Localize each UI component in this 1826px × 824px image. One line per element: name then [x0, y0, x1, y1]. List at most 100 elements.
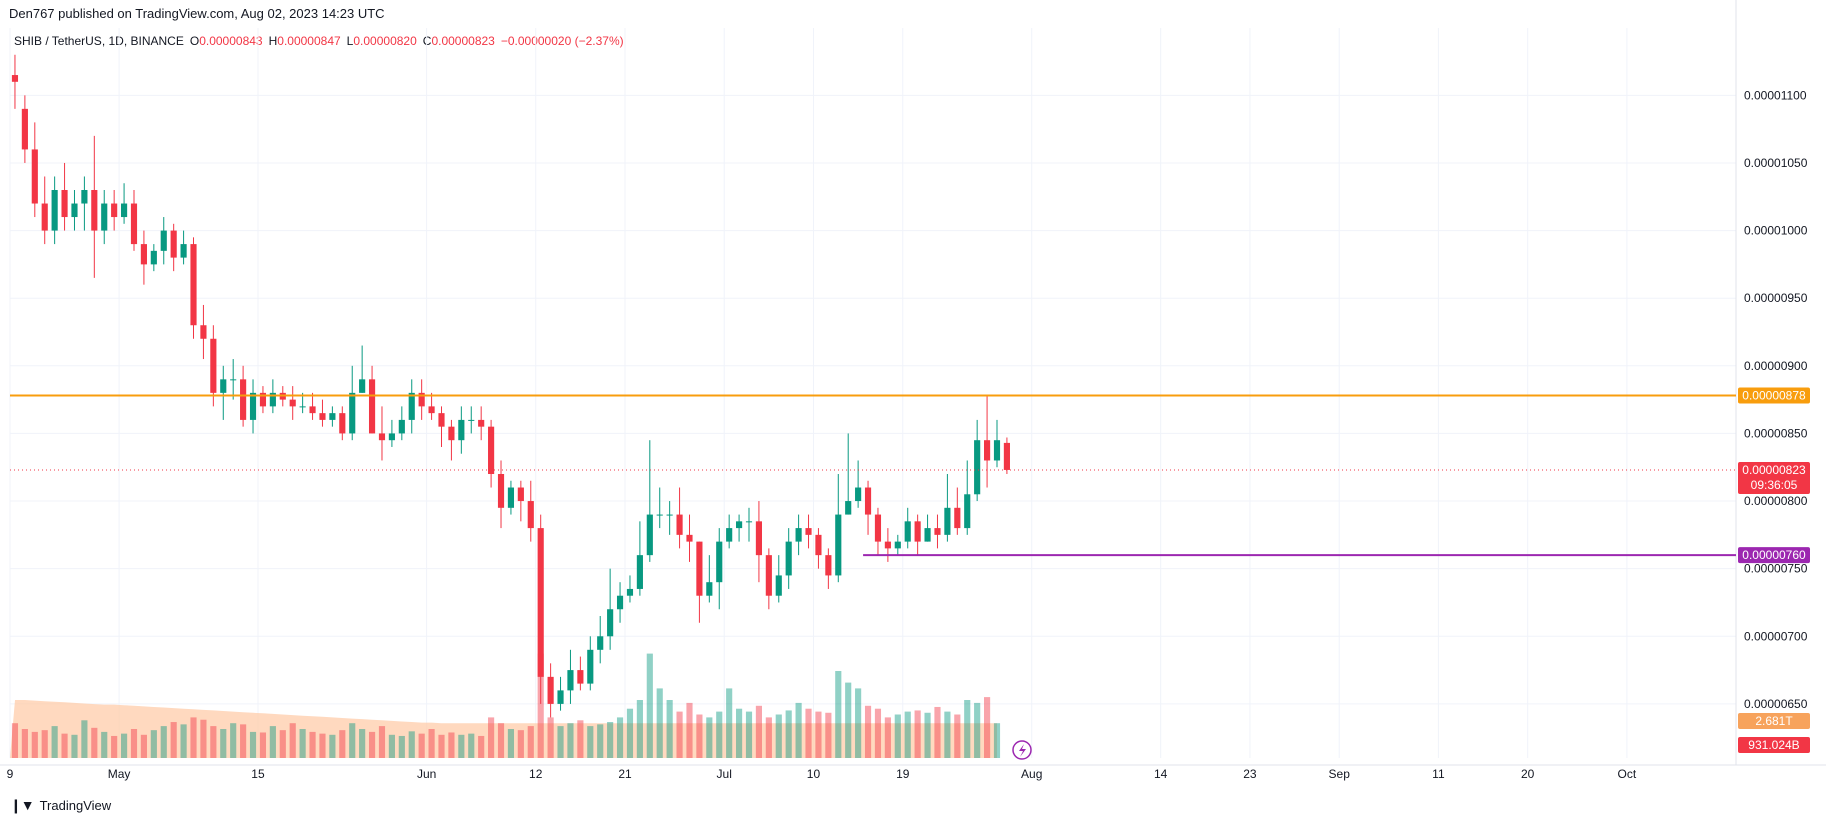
volume-bar — [378, 726, 386, 758]
volume-bar — [299, 729, 306, 758]
volume-tag-last-bg — [1738, 737, 1810, 753]
candle-body — [289, 399, 296, 407]
volume-bar — [904, 711, 911, 758]
countdown-tag: 09:36:05 — [1751, 478, 1798, 492]
time-tick-label: Sep — [1329, 767, 1351, 781]
volume-bar — [329, 734, 336, 758]
candle-body — [815, 534, 822, 556]
candle-body — [378, 433, 386, 441]
volume-bar — [21, 729, 28, 758]
volume-bar — [269, 726, 276, 758]
volume-bar — [41, 730, 48, 758]
price-tick-label: 0.00001000 — [1744, 224, 1808, 238]
volume-bar — [944, 711, 951, 758]
candle-body — [924, 528, 931, 542]
candle-body — [359, 379, 366, 393]
candle-body — [884, 541, 891, 549]
candle-body — [686, 534, 693, 542]
candle-body — [646, 514, 653, 556]
candle-body — [388, 433, 395, 441]
volume-bar — [220, 729, 227, 758]
candle-body — [398, 419, 405, 434]
volume-layer — [10, 653, 1001, 758]
volume-bar — [309, 731, 316, 758]
volume-bar — [795, 702, 802, 758]
volume-bar — [736, 708, 743, 758]
time-tick-label: 14 — [1154, 767, 1168, 781]
volume-bar — [359, 729, 366, 758]
volume-bar — [101, 731, 108, 758]
candle-body — [259, 392, 267, 407]
candle-body — [11, 75, 19, 82]
volume-bar — [289, 723, 296, 758]
volume-bar — [91, 727, 98, 758]
candle-body — [597, 636, 604, 650]
candle-body — [765, 555, 772, 596]
candle-body — [120, 203, 128, 218]
volume-tag-ma: 2.681T — [1755, 714, 1793, 728]
volume-bar — [845, 682, 852, 758]
price-tick-label: 0.00001050 — [1744, 156, 1808, 170]
volume-bar — [924, 712, 931, 758]
volume-bar — [478, 735, 485, 758]
volume-bar — [120, 733, 128, 758]
volume-bar — [398, 735, 405, 758]
candle-body — [210, 338, 217, 393]
volume-bar — [914, 710, 921, 758]
candle-body — [696, 541, 703, 596]
volume-bar — [874, 708, 882, 758]
flash-icon[interactable] — [1012, 740, 1032, 760]
volume-bar — [160, 726, 167, 758]
price-tick-label: 0.00000800 — [1744, 494, 1808, 508]
volume-bar — [934, 706, 941, 758]
volume-bar — [111, 735, 118, 758]
candle-body — [656, 514, 663, 516]
symbol-label[interactable]: SHIB / TetherUS, 1D, BINANCE — [14, 34, 184, 48]
time-tick-label: 19 — [896, 767, 910, 781]
volume-bar — [140, 734, 147, 758]
volume-bar — [448, 732, 455, 758]
volume-bar — [964, 700, 971, 758]
volume-bar — [468, 733, 475, 758]
high-value: H0.00000847 — [268, 34, 341, 48]
candle-body — [71, 203, 78, 218]
time-tick-label: 20 — [1521, 767, 1535, 781]
candle-body — [676, 514, 683, 535]
ohlc-legend: SHIB / TetherUS, 1D, BINANCE O0.00000843… — [14, 34, 624, 48]
candle-body — [755, 521, 763, 556]
tradingview-logo-icon[interactable]: ❙▼ — [10, 797, 35, 813]
candle-body — [130, 203, 138, 245]
candle-body — [974, 440, 981, 495]
volume-bar — [130, 729, 138, 758]
grid — [0, 0, 1826, 766]
candle-body — [993, 440, 1001, 461]
candle-body — [835, 514, 842, 576]
candle-body — [180, 244, 187, 258]
volume-bar — [636, 700, 643, 758]
candle-body — [140, 244, 147, 265]
time-tick-label: 15 — [251, 767, 265, 781]
candle-body — [825, 555, 832, 576]
candle-layer — [11, 54, 1010, 718]
volume-bar — [577, 720, 584, 758]
volume-bar — [537, 653, 544, 758]
candle-body — [448, 426, 455, 441]
volume-bar — [507, 729, 515, 758]
volume-bar — [240, 724, 247, 758]
volume-bar — [319, 733, 326, 758]
time-tick-label: 23 — [1243, 767, 1257, 781]
candle-body — [269, 392, 276, 407]
volume-bar — [210, 726, 217, 758]
time-tick-label: Oct — [1618, 767, 1637, 781]
candle-body — [1003, 442, 1010, 470]
footer-brand[interactable]: TradingView — [39, 798, 112, 813]
candle-body — [557, 690, 564, 704]
volume-bar — [696, 714, 703, 758]
candle-body — [329, 413, 336, 420]
candle-body — [438, 413, 445, 427]
volume-bar — [974, 702, 981, 758]
candle-body — [944, 507, 951, 535]
volume-bar — [805, 708, 812, 758]
volume-bar — [706, 717, 713, 758]
